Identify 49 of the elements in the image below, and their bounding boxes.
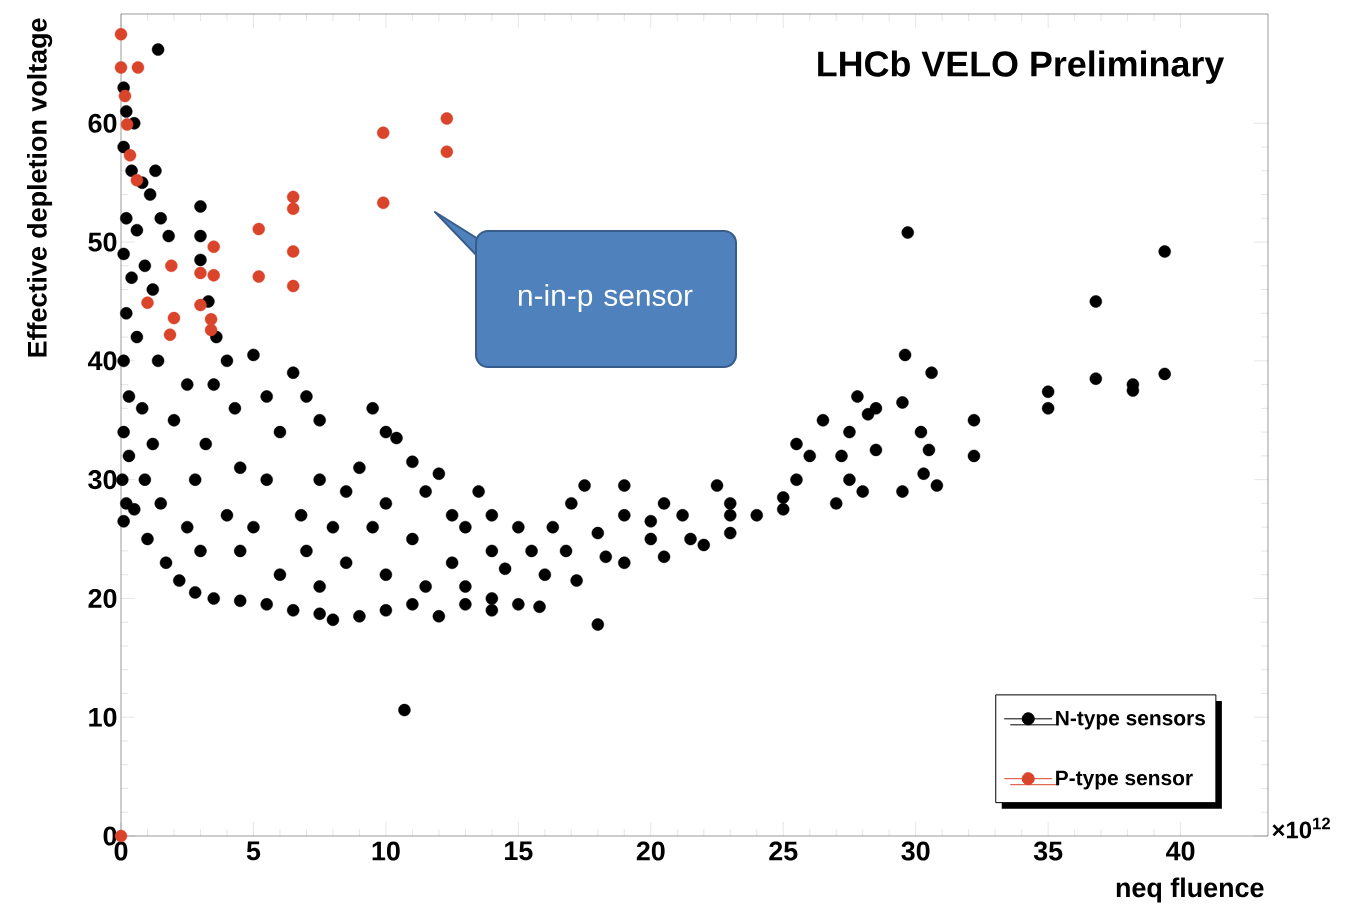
- x-tick-label: 10: [372, 841, 400, 861]
- point: [286, 245, 300, 258]
- point: [207, 269, 220, 282]
- legend-label: P-type sensor: [1056, 770, 1193, 790]
- x-tick-label: 5: [246, 841, 261, 861]
- x-tick-label: 30: [901, 841, 930, 861]
- y-tick-label: 50: [88, 232, 117, 252]
- y-tick-label: 30: [88, 470, 117, 490]
- point: [204, 313, 218, 326]
- point: [194, 298, 207, 312]
- y-tick-label: 60: [88, 113, 117, 133]
- point: [114, 61, 128, 74]
- point: [141, 296, 154, 309]
- point: [204, 323, 218, 337]
- x-tick-label: 15: [505, 841, 533, 861]
- y-tick-label: 40: [87, 351, 117, 371]
- y-axis-title: Effective depletion voltage: [27, 18, 53, 357]
- point: [167, 311, 181, 325]
- point: [286, 279, 300, 293]
- point: [194, 266, 207, 280]
- x-tick-label: 40: [1166, 841, 1195, 861]
- point: [165, 259, 178, 273]
- point: [120, 118, 134, 131]
- point: [252, 222, 265, 236]
- text: LHCb VELO Preliminary: [818, 50, 1225, 84]
- point: [130, 174, 144, 187]
- annotation: n-in-p sensor: [518, 284, 693, 312]
- point: [286, 190, 300, 204]
- point: [114, 27, 128, 41]
- point: [123, 149, 137, 162]
- point: [377, 126, 390, 139]
- point: [252, 270, 265, 283]
- x-tick-label: 25: [769, 841, 798, 861]
- point: [207, 240, 220, 254]
- text: ×10$^{12}$: [1272, 817, 1331, 839]
- point: [377, 196, 390, 210]
- point: [131, 61, 145, 74]
- point: [440, 112, 454, 125]
- point: [163, 328, 177, 341]
- point: [286, 202, 300, 215]
- point: [118, 89, 132, 103]
- y-tick-label: 0: [103, 826, 117, 846]
- legend-label: N-type sensors: [1056, 710, 1205, 730]
- x-tick-label: 35: [1033, 841, 1063, 861]
- x-tick-label: 20: [636, 841, 665, 861]
- x-axis-title: neq fluence: [1116, 877, 1264, 903]
- y-tick-label: 20: [88, 588, 117, 608]
- y-tick-label: 10: [89, 707, 117, 727]
- point: [440, 145, 454, 158]
